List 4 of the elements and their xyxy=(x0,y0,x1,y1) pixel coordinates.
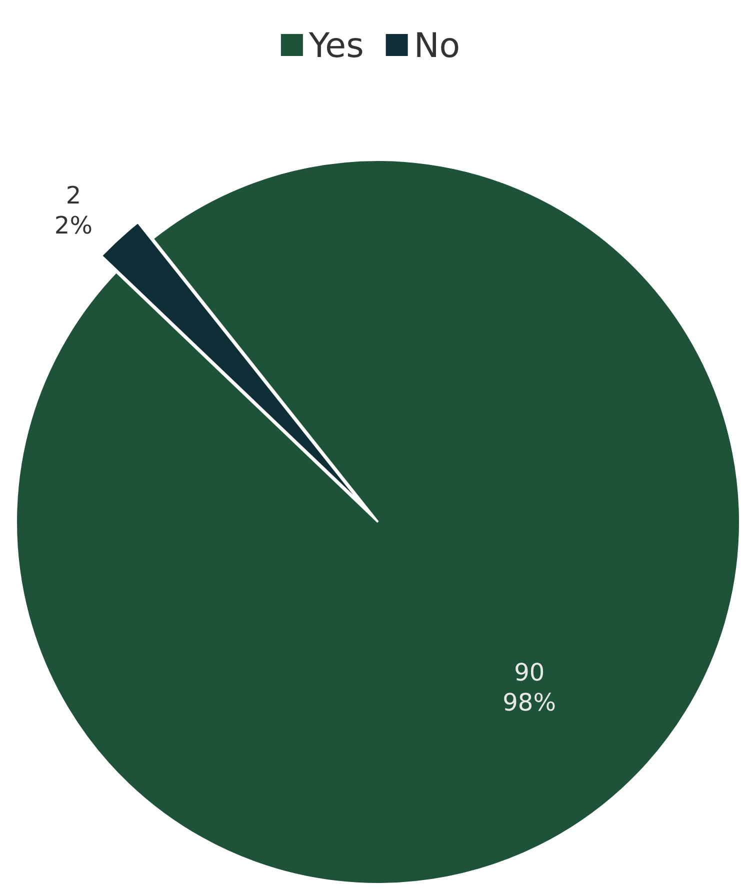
legend-label: No xyxy=(414,26,460,66)
data-label: 90 98% xyxy=(502,658,556,717)
data-label: 2 2% xyxy=(54,181,92,240)
slice-label: Yes xyxy=(308,26,364,66)
